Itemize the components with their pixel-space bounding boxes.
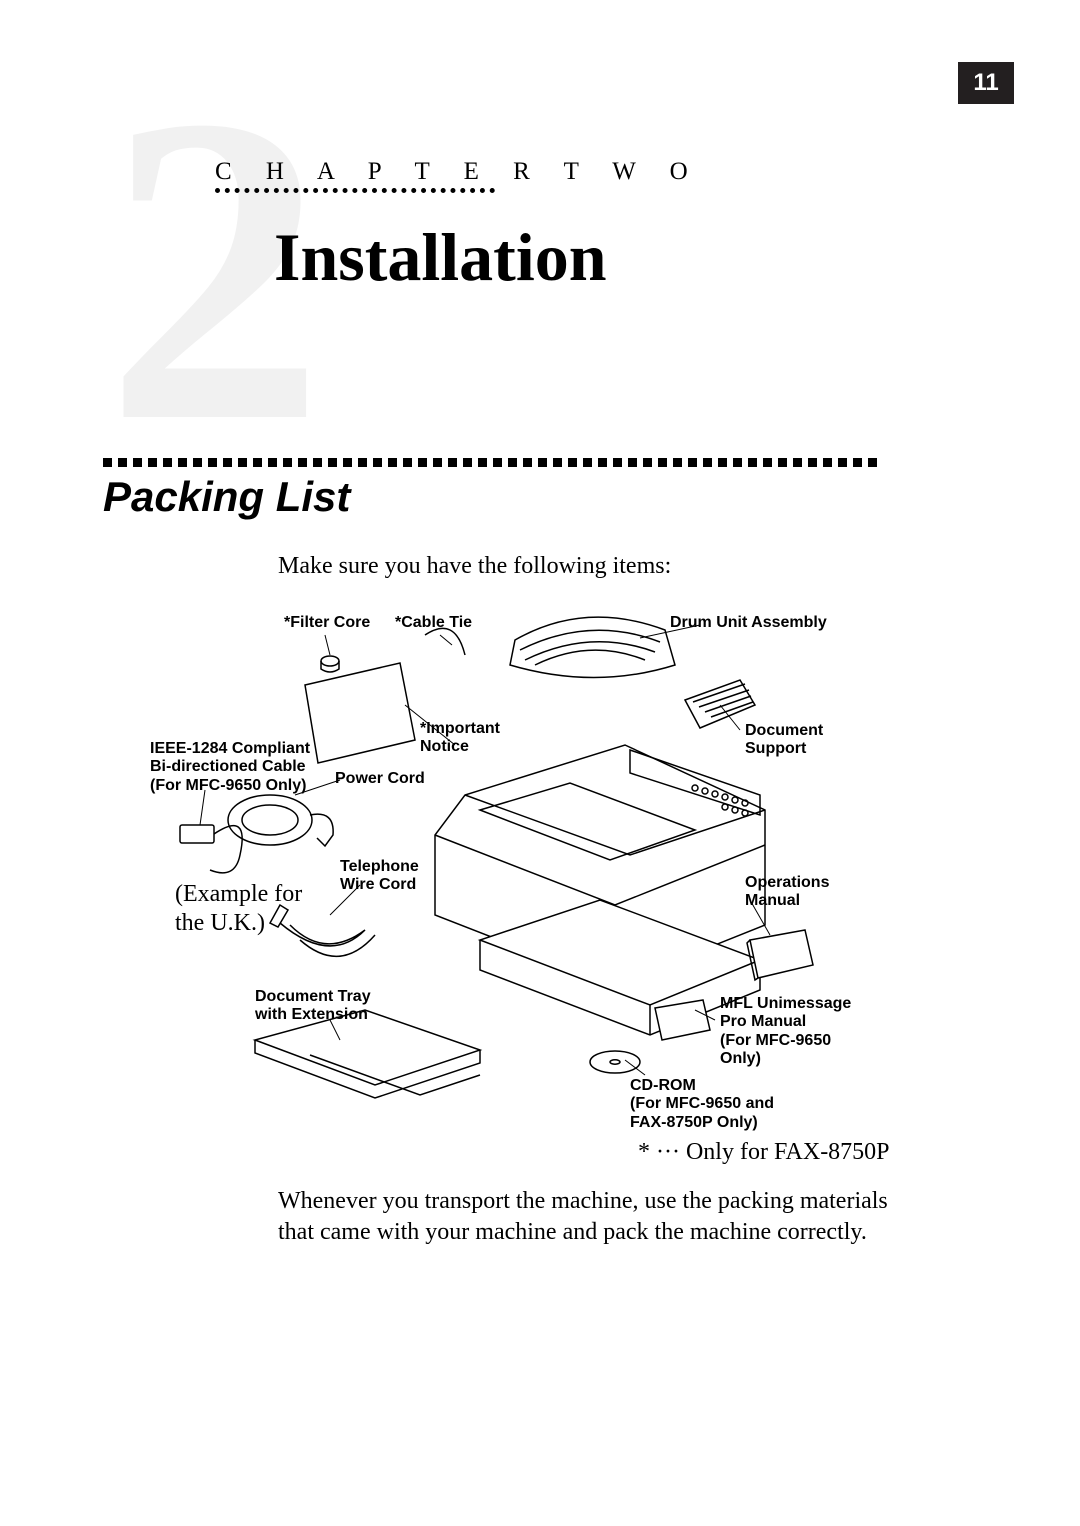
section-square-rule: for(let i=0;i<52;i++)document.write('<sp…: [103, 454, 883, 464]
label-example-uk: (Example for the U.K.): [175, 880, 302, 938]
packing-list-diagram: *Filter Core *Cable Tie Drum Unit Assemb…: [160, 600, 900, 1130]
chapter-title: Installation: [274, 218, 607, 297]
chapter-overline: C H A P T E R T W O: [215, 158, 702, 186]
section-title: Packing List: [103, 473, 350, 521]
closing-paragraph: Whenever you transport the machine, use …: [278, 1186, 888, 1248]
label-document-tray: Document Tray with Extension: [255, 988, 371, 1025]
manual-page: 11 2 C H A P T E R T W O Installation fo…: [0, 0, 1080, 1526]
intro-text: Make sure you have the following items:: [278, 553, 671, 580]
label-telephone-wire: Telephone Wire Cord: [340, 858, 419, 895]
page-number-badge: 11: [958, 62, 1014, 104]
label-important-notice: *Important Notice: [420, 720, 500, 757]
label-power-cord: Power Cord: [335, 770, 425, 788]
label-mfl-manual: MFL Unimessage Pro Manual (For MFC-9650 …: [720, 995, 851, 1069]
page-number: 11: [973, 69, 998, 97]
label-filter-core: *Filter Core: [284, 614, 370, 632]
label-cdrom: CD-ROM (For MFC-9650 and FAX-8750P Only): [630, 1077, 774, 1132]
label-cable-tie: *Cable Tie: [395, 614, 472, 632]
label-ieee-cable: IEEE-1284 Compliant Bi-directioned Cable…: [150, 740, 310, 795]
chapter-dotted-rule: [215, 188, 495, 193]
footnote: * ··· Only for FAX-8750P: [638, 1139, 890, 1166]
label-drum-unit: Drum Unit Assembly: [670, 614, 827, 632]
label-document-support: Document Support: [745, 722, 823, 759]
label-operations-manual: Operations Manual: [745, 874, 829, 911]
